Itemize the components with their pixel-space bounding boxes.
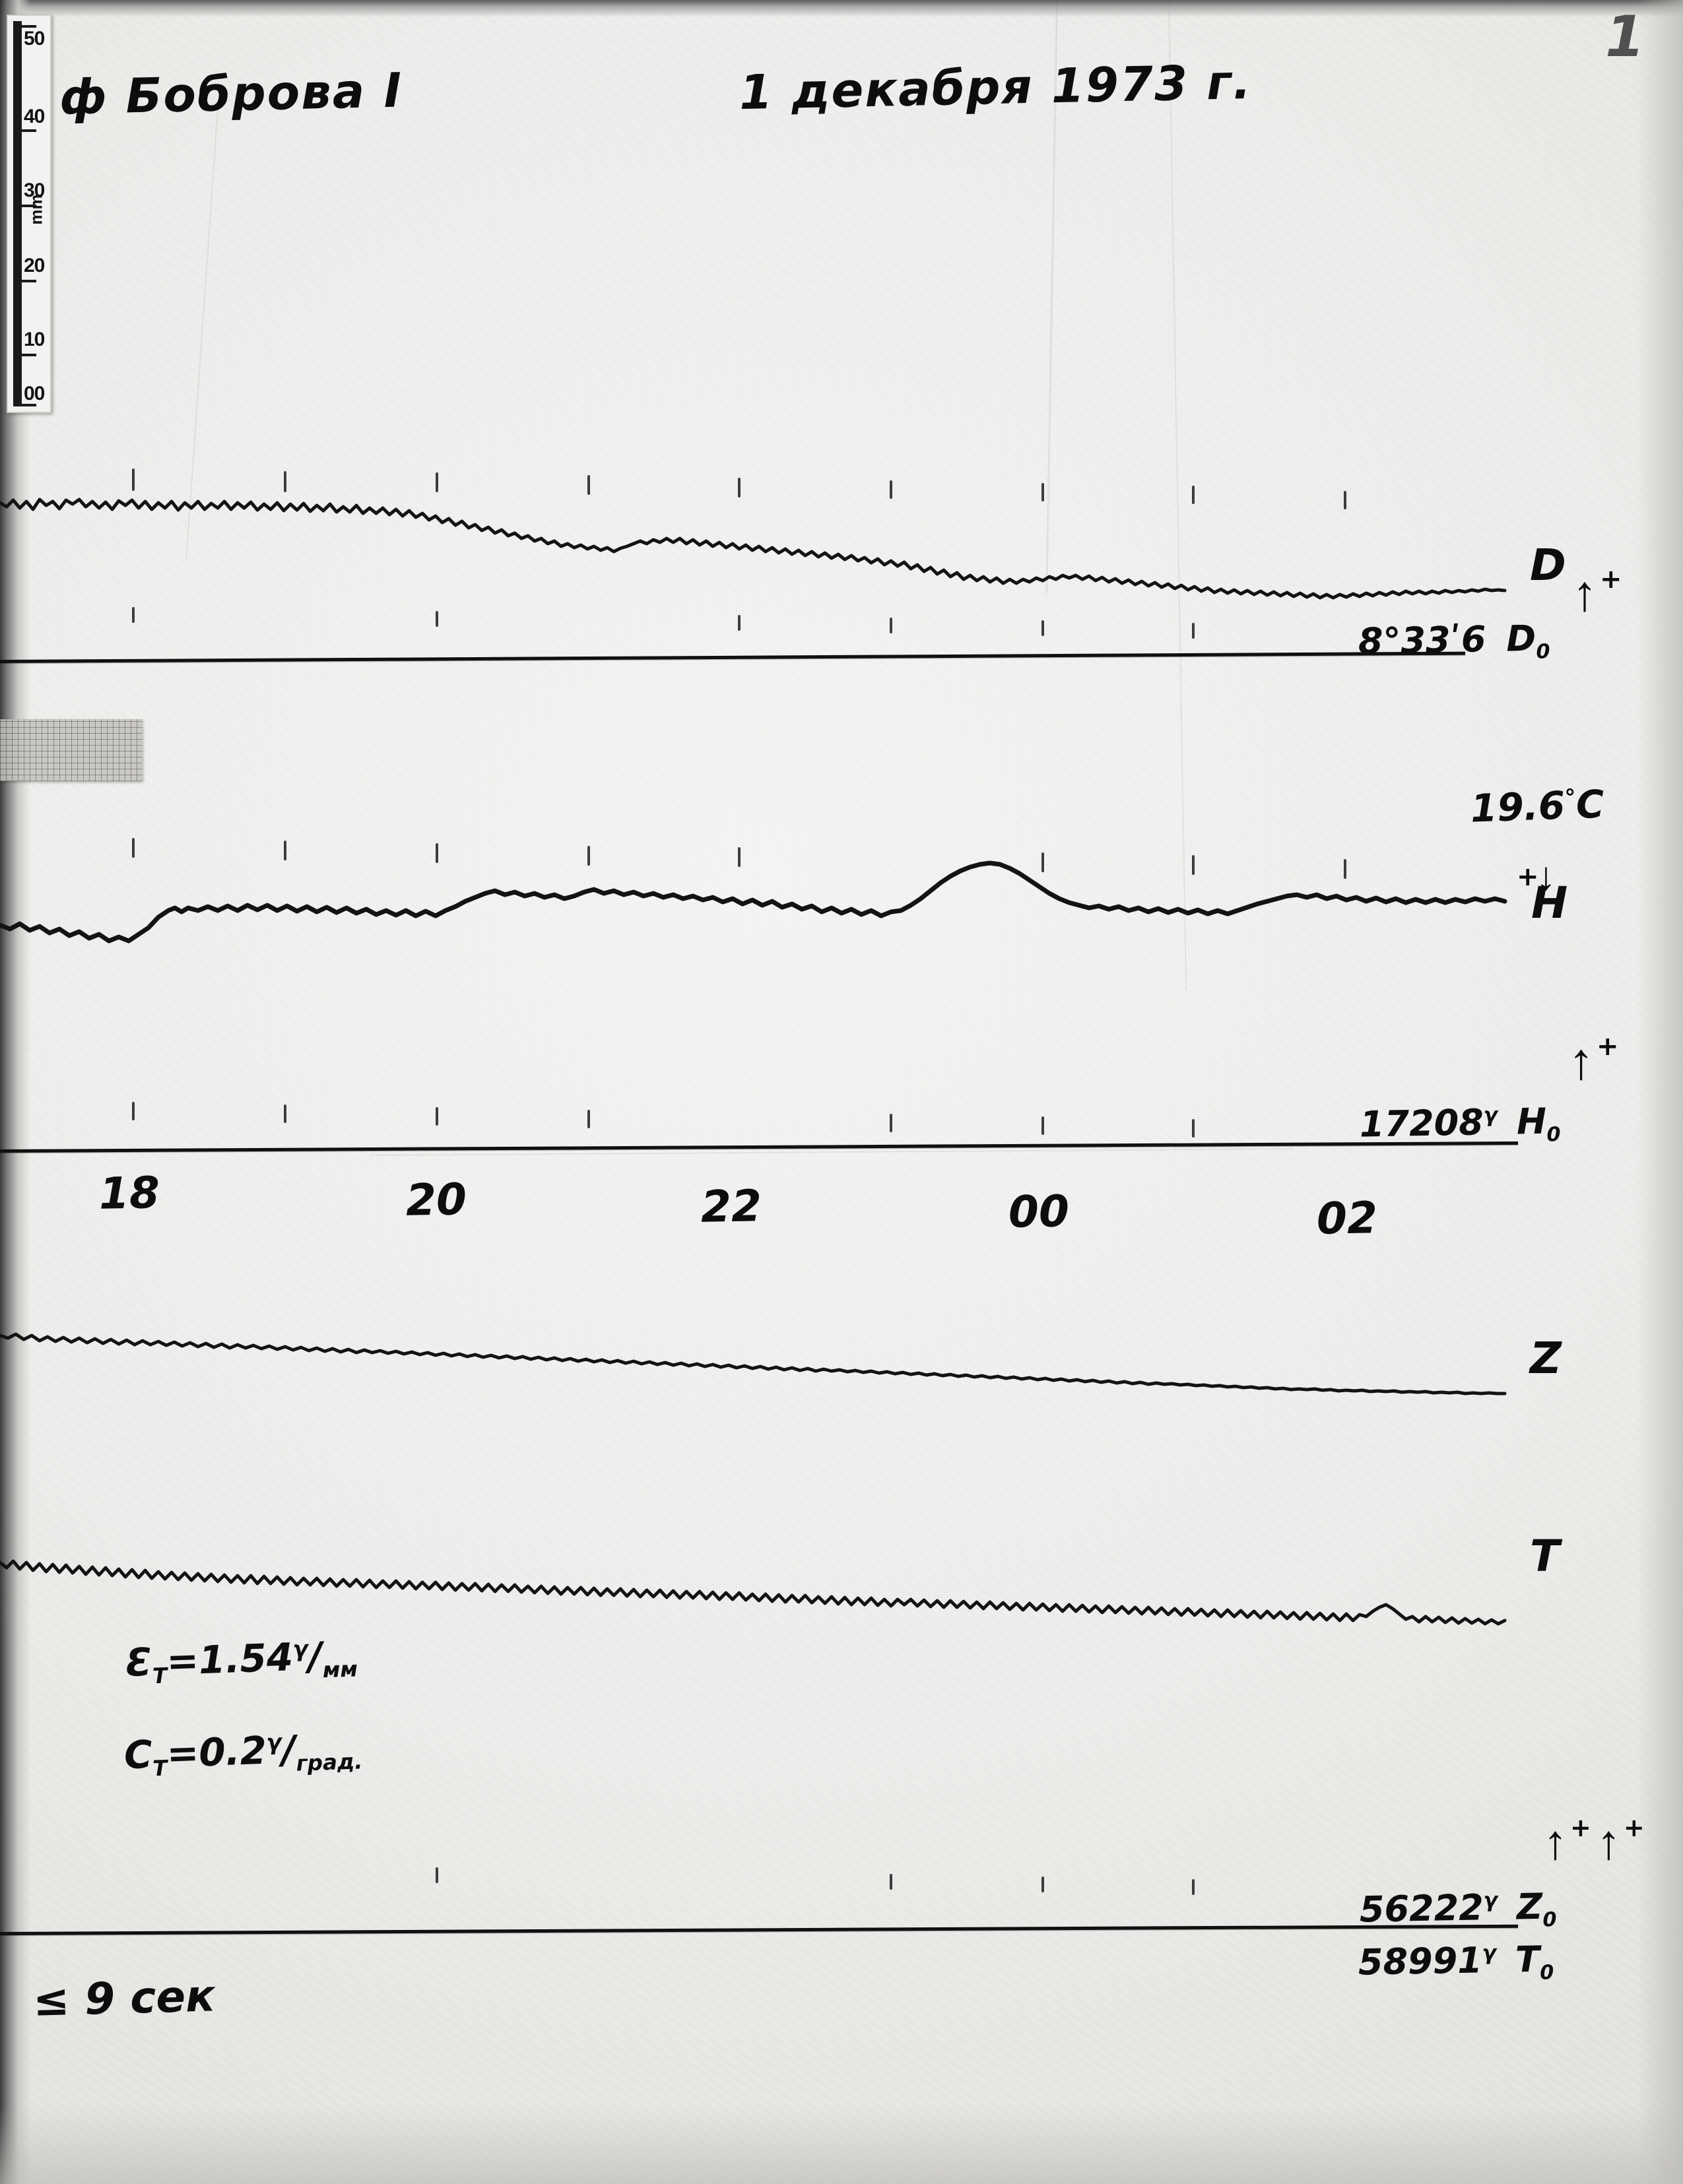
- station-title: ф Боброва I: [59, 62, 403, 125]
- time-axis-label-00: 00: [1008, 1186, 1070, 1238]
- t-component-trace: [0, 1559, 1507, 1626]
- h-trace-label: H: [1531, 878, 1568, 928]
- d-component-trace: [0, 498, 1507, 600]
- ruler-tick: [22, 129, 36, 132]
- h-trace-tickmarks-bottom: [0, 1102, 1518, 1138]
- ruler-unit-label: mm: [26, 194, 46, 225]
- c-symbol: C: [123, 1731, 153, 1778]
- ruler-tick: [22, 354, 36, 356]
- d-trace-label: D: [1530, 540, 1566, 591]
- d-baseline-subscript: 0: [1536, 640, 1550, 664]
- c-subscript: T: [152, 1755, 168, 1782]
- t-baseline-annotation: 58991γ T0: [1358, 1938, 1554, 1987]
- arrow-down-icon: ↓: [1536, 854, 1556, 898]
- epsilon-equals-value: =1.54: [166, 1634, 294, 1684]
- z-baseline-subscript: 0: [1542, 1908, 1557, 1932]
- time-axis-label-20: 20: [405, 1174, 467, 1226]
- d-trace-tickmarks-top: [0, 468, 1518, 509]
- scan-edge-top: [0, 0, 1683, 17]
- d-baseline-annotation: 8°33ʹ6 D0: [1358, 617, 1550, 666]
- degree-sign: °: [1564, 784, 1577, 811]
- h-baseline-polarity-sign: +: [1597, 1031, 1619, 1062]
- date-title: 1 декабря 1973 г.: [739, 53, 1253, 121]
- ruler-tick: [22, 25, 36, 28]
- t-baseline-unit-gamma: γ: [1482, 1941, 1497, 1966]
- graph-paper-scrap: [0, 719, 143, 781]
- timing-accuracy-note: ≤ 9 сек: [32, 1970, 216, 2026]
- t-baseline-symbol: T: [1515, 1938, 1540, 1981]
- epsilon-symbol: Ɛ: [124, 1639, 153, 1686]
- t-baseline-subscript: 0: [1539, 1961, 1554, 1985]
- epsilon-subscript: T: [152, 1663, 168, 1689]
- h-baseline-symbol: H: [1516, 1100, 1547, 1143]
- time-axis-label-22: 22: [700, 1180, 762, 1233]
- time-axis-label-18: 18: [98, 1167, 160, 1219]
- scan-edge-bottom: [0, 2105, 1683, 2184]
- h-trace-tickmarks-top: [0, 838, 1518, 879]
- fraction-slash: /: [307, 1633, 323, 1679]
- h-polarity-arrow-group: + ↓: [1517, 852, 1562, 896]
- z-baseline-value: 56222: [1359, 1886, 1484, 1931]
- d-polarity-arrow-group: ↑ +: [1572, 564, 1622, 622]
- h-baseline-subscript: 0: [1546, 1123, 1561, 1147]
- ruler-tick-label-50: 50: [24, 28, 45, 49]
- z-polarity-sign: +: [1570, 1813, 1591, 1842]
- t-trace-label: T: [1530, 1531, 1560, 1582]
- ruler-tick: [22, 205, 36, 207]
- degree-unit-label: град.: [296, 1749, 364, 1776]
- z-component-trace: [0, 1332, 1507, 1396]
- gamma-unit-icon: γ: [292, 1636, 309, 1662]
- c-t-coefficient-formula: CT=0.2γ/град.: [123, 1725, 363, 1782]
- ruler-tick-label-20: 20: [24, 255, 45, 276]
- page-number: 1: [1605, 4, 1645, 70]
- gamma-unit-icon: γ: [265, 1729, 282, 1756]
- ruler-tick-label-40: 40: [24, 106, 45, 127]
- time-axis-label-02: 02: [1316, 1192, 1378, 1244]
- arrow-up-icon: ↑: [1596, 1816, 1621, 1870]
- ruler-tick: [22, 404, 36, 406]
- z-trace-label: Z: [1530, 1333, 1562, 1384]
- d-baseline-symbol: D: [1505, 617, 1536, 660]
- t-polarity-sign: +: [1623, 1813, 1645, 1842]
- d-polarity-sign: +: [1600, 564, 1622, 594]
- h-baseline-polarity-arrow-group: ↑ +: [1568, 1031, 1619, 1090]
- t-baseline-value: 58991: [1358, 1939, 1483, 1983]
- z-t-polarity-arrows-group: ↑ + ↑ +: [1543, 1813, 1645, 1870]
- z-baseline-unit-gamma: γ: [1483, 1888, 1498, 1913]
- bottom-tickmarks: [0, 1867, 1518, 1895]
- z-baseline-symbol: Z: [1516, 1885, 1543, 1928]
- h-baseline-unit-gamma: γ: [1483, 1103, 1498, 1128]
- arrow-up-icon: ↑: [1543, 1816, 1568, 1870]
- fraction-slash: /: [280, 1727, 297, 1772]
- mm-ruler: 50 40 30 mm 20 10 00: [7, 15, 51, 413]
- ruler-tick-label-00: 00: [24, 383, 45, 404]
- d-baseline-value: 8°33ʹ6: [1358, 618, 1487, 662]
- d-trace-tickmarks-bottom: [0, 607, 1518, 639]
- epsilon-t-scale-formula: ƐT=1.54γ/мм: [125, 1632, 358, 1690]
- mm-unit-label: мм: [322, 1656, 358, 1683]
- ruler-tick-label-10: 10: [24, 329, 45, 350]
- ruler-tick: [22, 280, 36, 282]
- h-baseline-value: 17208: [1359, 1101, 1484, 1145]
- temperature-unit-c: C: [1575, 781, 1605, 827]
- ruler-spine: [13, 21, 22, 406]
- c-equals-value: =0.2: [166, 1727, 268, 1777]
- arrow-up-icon: ↑: [1568, 1033, 1594, 1090]
- h-component-trace: [0, 860, 1507, 944]
- ruler-tick-label-30: 30: [24, 179, 45, 201]
- arrow-up-icon: ↑: [1572, 566, 1597, 622]
- scan-edge-right: [1637, 0, 1683, 2184]
- h-polarity-sign: +: [1517, 862, 1539, 892]
